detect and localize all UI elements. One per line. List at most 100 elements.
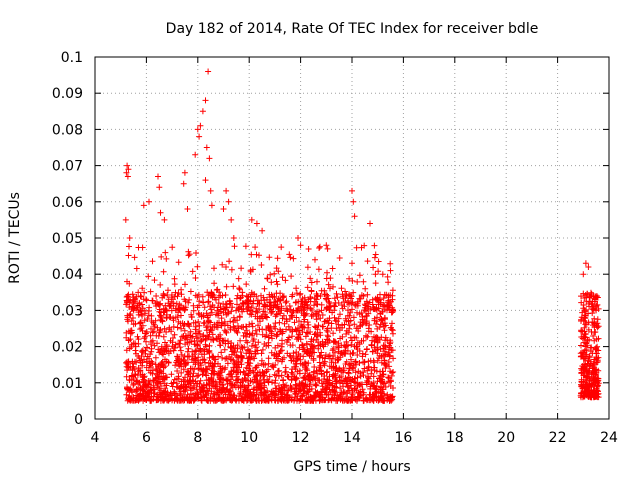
data-point bbox=[267, 271, 274, 278]
data-point bbox=[239, 289, 246, 296]
data-point bbox=[289, 314, 296, 320]
data-point bbox=[141, 356, 147, 363]
data-point bbox=[583, 351, 590, 358]
data-point bbox=[351, 343, 358, 350]
data-point bbox=[131, 298, 138, 305]
data-point bbox=[379, 271, 386, 278]
data-point bbox=[324, 325, 331, 332]
data-point bbox=[265, 339, 272, 346]
data-point bbox=[354, 352, 361, 358]
data-point bbox=[124, 173, 131, 180]
data-point bbox=[185, 248, 192, 255]
data-point bbox=[271, 323, 277, 330]
data-point bbox=[249, 397, 256, 404]
data-point bbox=[195, 372, 202, 379]
data-point bbox=[224, 386, 231, 393]
chart-title: Day 182 of 2014, Rate Of TEC Index for r… bbox=[166, 21, 539, 37]
data-point bbox=[324, 382, 331, 388]
data-point bbox=[203, 324, 210, 331]
data-point bbox=[593, 320, 599, 327]
data-point bbox=[162, 307, 169, 313]
data-point bbox=[148, 339, 155, 345]
data-point bbox=[312, 389, 319, 395]
data-point bbox=[244, 359, 251, 366]
data-point bbox=[190, 359, 197, 366]
data-point bbox=[380, 371, 387, 378]
data-point bbox=[187, 288, 194, 295]
data-point bbox=[209, 360, 216, 367]
data-point bbox=[282, 277, 289, 284]
data-point bbox=[342, 396, 349, 403]
data-point bbox=[248, 251, 255, 258]
data-point bbox=[312, 381, 319, 388]
data-point bbox=[328, 395, 335, 402]
data-point bbox=[249, 330, 256, 337]
data-point bbox=[215, 300, 222, 307]
data-point bbox=[238, 361, 245, 368]
data-point bbox=[213, 335, 220, 342]
data-point bbox=[161, 348, 168, 355]
data-point bbox=[125, 252, 132, 259]
data-point bbox=[334, 344, 340, 350]
data-point bbox=[196, 328, 203, 334]
data-point bbox=[268, 306, 274, 313]
data-point bbox=[268, 332, 275, 339]
data-point bbox=[270, 388, 276, 395]
data-point bbox=[231, 325, 238, 331]
data-point bbox=[129, 291, 136, 298]
data-point bbox=[350, 314, 357, 321]
data-point bbox=[145, 273, 152, 280]
data-point bbox=[126, 280, 133, 287]
data-point bbox=[288, 384, 295, 391]
data-point bbox=[168, 371, 175, 378]
data-point bbox=[305, 376, 312, 383]
data-point bbox=[330, 345, 337, 352]
data-point bbox=[306, 386, 313, 393]
data-point bbox=[249, 320, 255, 327]
data-point bbox=[177, 344, 184, 351]
data-point bbox=[182, 335, 188, 341]
data-point bbox=[304, 330, 311, 337]
data-point bbox=[200, 384, 207, 391]
data-point bbox=[223, 264, 229, 270]
data-point bbox=[160, 376, 167, 383]
data-point bbox=[196, 133, 203, 140]
data-point bbox=[179, 395, 186, 401]
data-point bbox=[294, 307, 301, 314]
data-point bbox=[250, 297, 257, 304]
data-point bbox=[234, 329, 241, 336]
data-point bbox=[360, 278, 367, 285]
data-point bbox=[175, 259, 182, 266]
data-point bbox=[186, 296, 193, 303]
data-point bbox=[283, 382, 290, 389]
data-point bbox=[274, 396, 281, 403]
data-point bbox=[244, 339, 251, 346]
data-point bbox=[223, 377, 230, 384]
data-point bbox=[582, 361, 589, 368]
data-point bbox=[300, 353, 307, 360]
data-point bbox=[217, 365, 224, 372]
data-point bbox=[220, 206, 227, 212]
data-point bbox=[150, 377, 156, 384]
data-point bbox=[595, 388, 601, 395]
data-point bbox=[177, 388, 184, 395]
data-point bbox=[578, 381, 584, 388]
data-point bbox=[162, 363, 169, 370]
data-point bbox=[363, 346, 370, 353]
data-point bbox=[140, 202, 147, 209]
y-tick-label: 0.1 bbox=[61, 50, 83, 66]
data-point bbox=[386, 363, 393, 370]
data-point bbox=[362, 285, 369, 292]
data-point bbox=[294, 393, 301, 400]
y-tick-label: 0 bbox=[74, 412, 83, 428]
data-point bbox=[347, 362, 354, 369]
data-point bbox=[356, 360, 363, 366]
data-point bbox=[203, 396, 210, 403]
data-point bbox=[354, 346, 361, 352]
data-point bbox=[168, 392, 175, 399]
data-point bbox=[326, 315, 333, 322]
data-point bbox=[261, 388, 268, 395]
data-point bbox=[357, 319, 364, 326]
data-point bbox=[248, 216, 255, 223]
